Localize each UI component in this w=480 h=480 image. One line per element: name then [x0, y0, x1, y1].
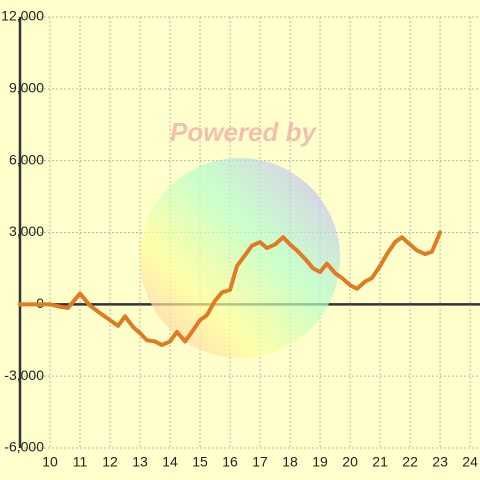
- x-tick-label: 16: [222, 454, 238, 470]
- x-tick-label: 14: [162, 454, 178, 470]
- y-tick-label: 3,000: [9, 223, 44, 239]
- watermark-logo: [140, 158, 340, 358]
- y-tick-label: -6,000: [4, 439, 44, 455]
- x-tick-label: 22: [402, 454, 418, 470]
- y-tick-label: 6,000: [9, 151, 44, 167]
- x-tick-label: 12: [102, 454, 118, 470]
- y-tick-label: 9,000: [9, 80, 44, 96]
- x-tick-label: 20: [342, 454, 358, 470]
- watermark-text: Powered by: [170, 117, 317, 147]
- data-line: [18, 230, 443, 348]
- x-tick-label: 23: [432, 454, 448, 470]
- x-tick-label: 19: [312, 454, 328, 470]
- x-tick-label: 11: [73, 454, 88, 470]
- x-tick-label: 10: [42, 454, 58, 470]
- x-tick-label: 17: [252, 454, 268, 470]
- y-tick-label: 12,000: [1, 8, 44, 24]
- x-tick-label: 18: [282, 454, 298, 470]
- x-tick-label: 13: [132, 454, 148, 470]
- x-tick-label: 24: [462, 454, 478, 470]
- y-tick-label: -3,000: [4, 367, 44, 383]
- x-tick-label: 15: [192, 454, 208, 470]
- x-tick-label: 21: [372, 454, 388, 470]
